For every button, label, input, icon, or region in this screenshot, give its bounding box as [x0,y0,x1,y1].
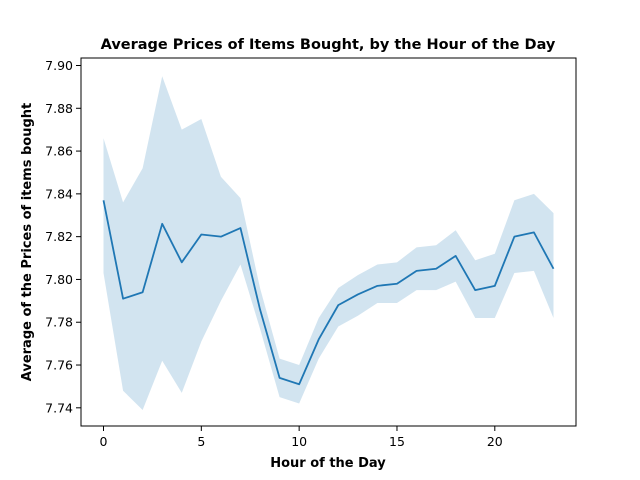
x-tick-label: 20 [487,434,503,449]
y-tick-label: 7.80 [45,272,73,287]
series-line [102,200,555,386]
y-tick-label: 7.76 [45,358,73,373]
x-tick-label: 0 [100,434,108,449]
y-tick-label: 7.82 [45,229,73,244]
x-tick-label: 15 [389,434,405,449]
y-tick-label: 7.88 [45,101,73,116]
y-tick-label: 7.90 [45,58,73,73]
chart-title: Average Prices of Items Bought, by the H… [101,37,556,53]
y-tick-label: 7.74 [45,400,73,415]
x-axis-title: Hour of the Day [270,456,386,471]
confidence-band [103,76,554,410]
y-axis-title: Average of the Prices of items bought [20,103,35,382]
axes-frame [80,57,577,427]
y-tick-label: 7.78 [45,315,73,330]
x-tick-label: 5 [197,434,205,449]
x-axis: 0 5 10 15 20 [100,426,503,449]
plot-area [102,76,555,410]
y-tick-label: 7.86 [45,144,73,159]
x-tick-label: 10 [291,434,307,449]
y-axis: 7.74 7.76 7.78 7.80 7.82 7.84 7.86 7.88 7.90 [45,58,81,415]
y-tick-label: 7.84 [45,186,73,201]
